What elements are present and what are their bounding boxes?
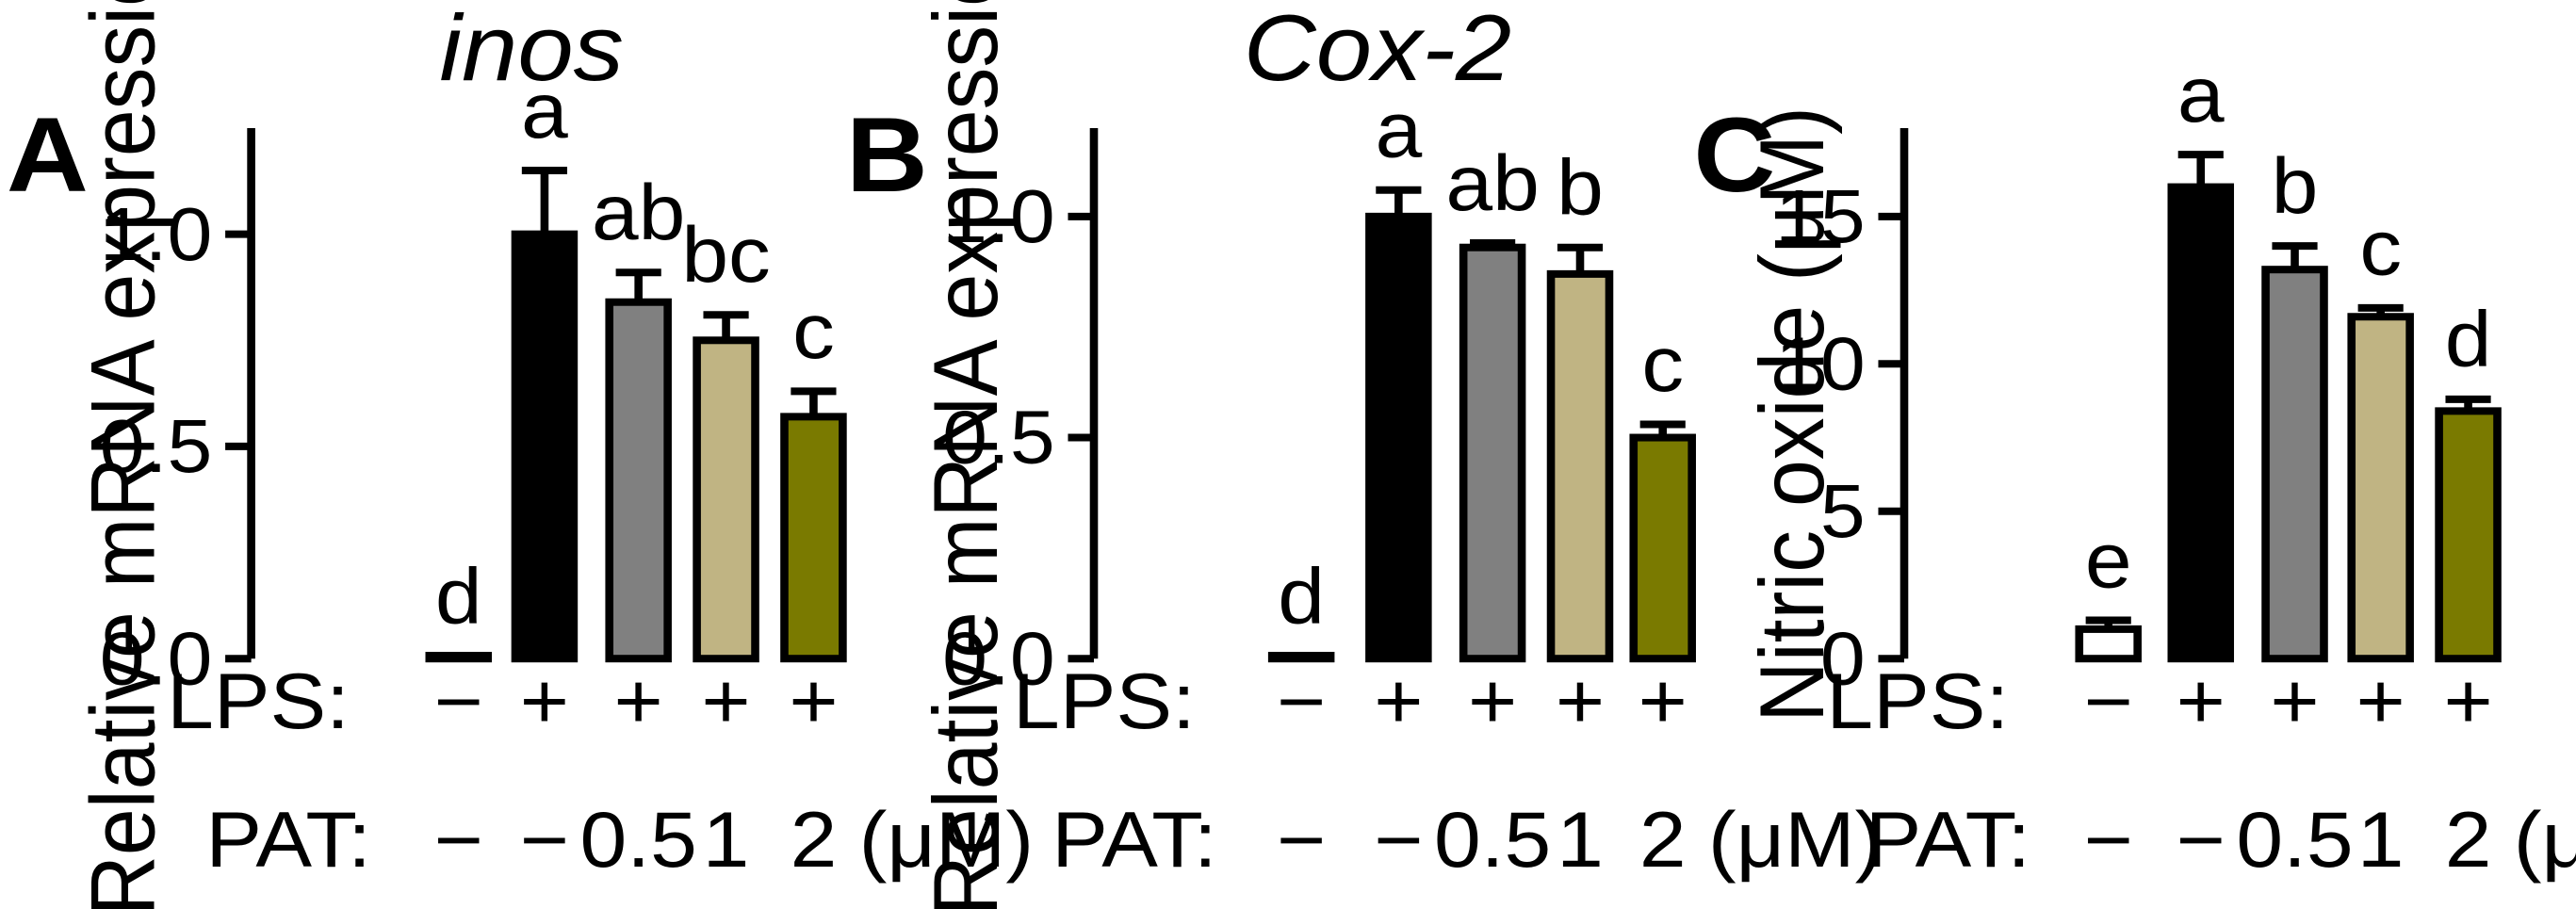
chart-title: Cox-2 [1244,0,1511,100]
significance-label: c [1641,321,1684,408]
bar [511,230,579,663]
lps-value: + [789,658,838,745]
pat-unit: (μM) [2514,797,2576,884]
pat-unit: (μM) [1708,797,1883,884]
significance-label: ab [592,170,685,256]
panel-letter: A [7,96,89,214]
y-tick-label: 1.0 [942,174,1055,259]
lps-row-label: LPS: [167,658,350,745]
bar [2075,625,2142,663]
pat-row-label: PAT: [1866,797,2031,884]
bar [425,652,493,663]
lps-value: + [701,658,750,745]
y-tick-label: 0.5 [100,404,213,489]
bar [780,413,847,663]
bar [1629,433,1696,663]
y-tick-label: 5 [1820,469,1866,554]
lps-value: + [1468,658,1517,745]
lps-value: − [2084,658,2133,745]
y-tick-label: 10 [1775,321,1866,406]
lps-row-label: LPS: [1013,658,1196,745]
pat-value: 1 [703,797,750,884]
bar [2261,266,2328,663]
chart-title: inos [439,0,624,100]
bar [1267,652,1335,663]
lps-value: + [1374,658,1423,745]
lps-value: − [434,658,483,745]
significance-label: a [2177,52,2225,138]
lps-value: + [1639,658,1687,745]
bar [1546,269,1614,663]
pat-value: 0.5 [2236,797,2353,884]
lps-value: + [1556,658,1605,745]
pat-value: 0.5 [1434,797,1551,884]
y-tick-label: 1.0 [100,192,213,277]
bar [2435,407,2502,663]
bar [693,336,759,663]
pat-value: 2 [791,797,838,884]
y-axis-label: Relative mRNA expression [72,0,173,909]
bar [2167,183,2235,663]
pat-value: − [520,797,569,884]
lps-value: − [1277,658,1326,745]
significance-label: d [435,554,482,641]
pat-value: − [1374,797,1423,884]
lps-value: + [2443,658,2492,745]
pat-value: − [1277,797,1326,884]
pat-unit: (μM) [859,797,1035,884]
pat-value: − [2177,797,2225,884]
y-tick-label: 15 [1775,174,1866,259]
pat-value: 1 [1557,797,1604,884]
pat-row-label: PAT: [1052,797,1217,884]
lps-value: + [2270,658,2319,745]
bar [605,298,672,663]
pat-value: 0.5 [580,797,697,884]
lps-value: + [2356,658,2405,745]
significance-label: a [1375,87,1423,173]
significance-label: d [1278,553,1325,640]
pat-value: 2 [2445,797,2492,884]
lps-row-label: LPS: [1826,658,2009,745]
significance-label: bc [681,212,770,299]
panel-letter: B [846,96,928,214]
lps-value: + [614,658,663,745]
panel-letter: C [1693,96,1775,214]
pat-value: − [2084,797,2133,884]
pat-value: 1 [2357,797,2405,884]
significance-label: b [1557,144,1604,231]
bar [1459,243,1526,663]
y-axis-label: Relative mRNA expression [915,0,1017,909]
lps-value: + [2177,658,2225,745]
significance-label: a [521,68,569,154]
pat-value: 2 [1639,797,1687,884]
bar [1365,212,1432,663]
pat-value: − [434,797,483,884]
y-tick-label: 0.0 [942,616,1055,701]
y-tick-label: 0 [1820,616,1866,701]
bar [2347,313,2414,663]
lps-value: + [520,658,569,745]
significance-label: d [2445,296,2492,382]
significance-label: c [2359,204,2402,291]
y-axis-label: Nitric oxide (μM) [1741,106,1843,722]
y-tick-label: 0.0 [100,616,213,701]
significance-label: b [2272,143,2319,230]
significance-label: c [792,288,835,375]
significance-label: ab [1445,140,1539,227]
y-tick-label: 0.5 [942,395,1055,479]
significance-label: e [2085,517,2132,604]
pat-row-label: PAT: [205,797,371,884]
